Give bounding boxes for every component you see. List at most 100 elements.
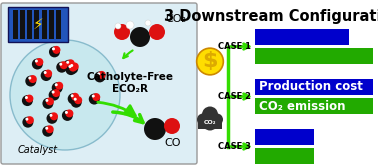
Bar — [20, 10, 25, 39]
Bar — [255, 98, 373, 114]
Circle shape — [45, 127, 48, 130]
Circle shape — [149, 24, 165, 40]
Bar — [255, 129, 314, 145]
Circle shape — [53, 46, 60, 54]
Circle shape — [46, 125, 54, 133]
Circle shape — [115, 23, 121, 29]
Bar — [255, 148, 314, 164]
Bar — [42, 10, 46, 39]
Bar — [56, 10, 61, 39]
Bar — [8, 7, 68, 42]
Circle shape — [55, 82, 63, 90]
Circle shape — [92, 93, 100, 101]
Bar — [255, 79, 373, 95]
Circle shape — [126, 21, 134, 29]
Circle shape — [49, 90, 60, 101]
Bar — [255, 48, 373, 64]
Circle shape — [32, 58, 43, 69]
FancyArrowPatch shape — [113, 112, 143, 123]
Circle shape — [52, 91, 54, 94]
Circle shape — [55, 83, 58, 86]
Circle shape — [63, 60, 74, 71]
Circle shape — [71, 94, 74, 97]
Circle shape — [62, 110, 73, 121]
Circle shape — [25, 95, 33, 103]
Circle shape — [25, 96, 28, 99]
Circle shape — [43, 71, 46, 74]
Circle shape — [41, 70, 52, 81]
Circle shape — [50, 112, 58, 120]
Circle shape — [22, 117, 33, 128]
Circle shape — [22, 95, 33, 106]
Circle shape — [74, 98, 77, 101]
Bar — [198, 120, 222, 128]
Circle shape — [60, 61, 68, 69]
Circle shape — [97, 72, 100, 75]
Text: CASE 3: CASE 3 — [218, 142, 251, 151]
Circle shape — [114, 24, 130, 40]
Text: 3 Downstream Configurations: 3 Downstream Configurations — [164, 9, 378, 24]
Circle shape — [68, 65, 71, 68]
Circle shape — [44, 69, 52, 77]
Circle shape — [130, 27, 150, 47]
Circle shape — [202, 107, 218, 123]
Circle shape — [46, 97, 54, 105]
Circle shape — [45, 99, 48, 102]
Circle shape — [52, 47, 55, 50]
Text: CASE 2: CASE 2 — [218, 92, 251, 101]
Text: CASE 1: CASE 1 — [218, 42, 251, 51]
Circle shape — [89, 94, 100, 105]
Text: Catholyte-Free: Catholyte-Free — [87, 72, 174, 82]
Circle shape — [94, 71, 105, 82]
Text: Production cost: Production cost — [259, 80, 363, 94]
Circle shape — [69, 64, 77, 72]
Circle shape — [42, 98, 53, 109]
Bar — [255, 29, 349, 45]
Text: CO₂: CO₂ — [165, 14, 186, 24]
Circle shape — [164, 118, 180, 134]
Circle shape — [25, 118, 28, 121]
Text: $: $ — [202, 51, 218, 71]
Circle shape — [70, 64, 73, 67]
Bar — [49, 10, 54, 39]
Circle shape — [65, 109, 73, 117]
Bar — [34, 10, 39, 39]
Circle shape — [26, 116, 34, 124]
Text: ECO₂R: ECO₂R — [112, 84, 148, 94]
Text: CO₂ emission: CO₂ emission — [259, 100, 345, 113]
Circle shape — [42, 126, 53, 137]
Circle shape — [98, 71, 106, 79]
Circle shape — [36, 58, 43, 66]
Circle shape — [25, 75, 36, 87]
Circle shape — [67, 63, 78, 74]
FancyBboxPatch shape — [1, 3, 197, 164]
Text: Catalyst: Catalyst — [18, 145, 58, 155]
Circle shape — [211, 114, 223, 125]
Circle shape — [202, 115, 218, 130]
Circle shape — [74, 96, 82, 104]
Text: CO: CO — [165, 138, 181, 148]
Circle shape — [71, 93, 79, 101]
Circle shape — [66, 61, 69, 64]
Bar — [13, 10, 18, 39]
Circle shape — [52, 82, 63, 93]
Circle shape — [144, 118, 166, 140]
Circle shape — [35, 59, 38, 62]
Text: CO₂: CO₂ — [204, 120, 216, 125]
Circle shape — [65, 64, 76, 75]
Circle shape — [71, 97, 82, 108]
Bar — [27, 10, 32, 39]
Circle shape — [56, 62, 67, 73]
Circle shape — [50, 114, 53, 117]
Text: ⚡: ⚡ — [33, 17, 43, 32]
Circle shape — [145, 20, 151, 26]
Circle shape — [65, 111, 68, 114]
Circle shape — [59, 63, 62, 66]
Circle shape — [92, 95, 95, 98]
Circle shape — [68, 93, 79, 104]
Circle shape — [49, 46, 60, 57]
Circle shape — [28, 76, 31, 79]
Circle shape — [71, 62, 79, 70]
Circle shape — [52, 89, 60, 97]
FancyArrowPatch shape — [123, 50, 133, 58]
